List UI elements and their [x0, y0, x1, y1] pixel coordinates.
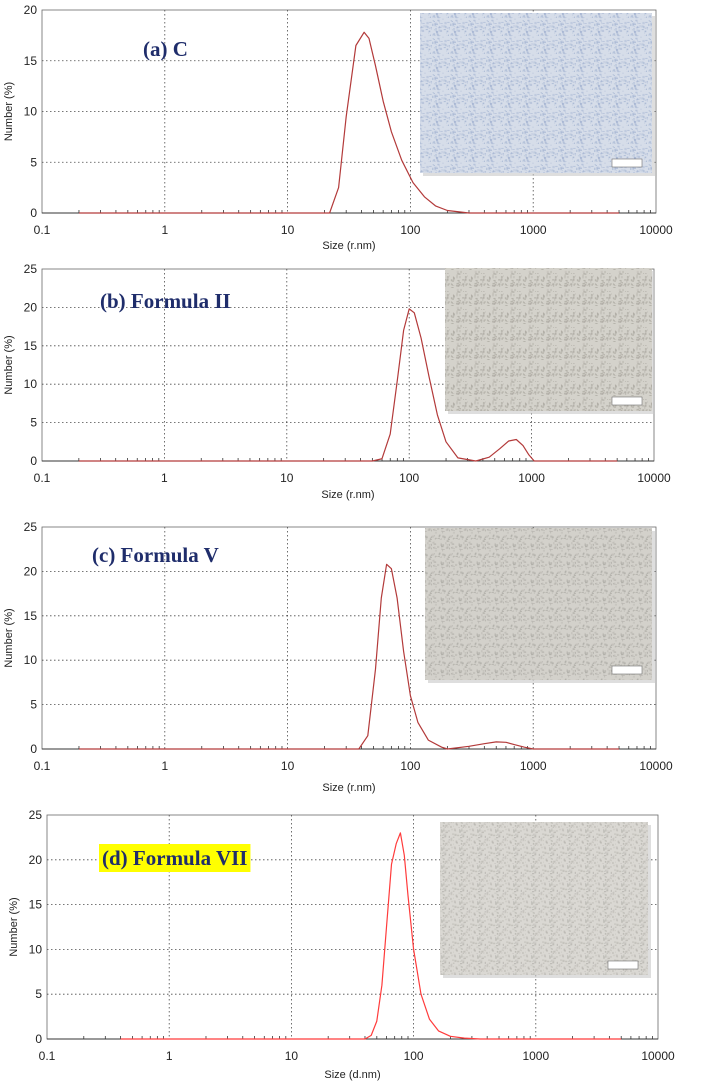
- x-tick-label: 1000: [520, 759, 547, 773]
- y-tick-label: 0: [35, 1032, 42, 1046]
- x-tick-label: 1000: [520, 223, 547, 237]
- y-tick-label: 10: [29, 942, 43, 956]
- x-tick-label: 1: [161, 223, 168, 237]
- y-tick-label: 5: [35, 987, 42, 1001]
- x-axis-label: Size (r.nm): [322, 782, 375, 794]
- x-tick-label: 10: [281, 223, 295, 237]
- y-tick-label: 0: [30, 742, 37, 756]
- y-tick-label: 5: [30, 416, 37, 430]
- y-tick-label: 10: [24, 105, 38, 119]
- chart-panel-1: 0.1 1 10 100 1000 10000 0 5 10 15 20 25 Size (r.nm) N…: [3, 262, 671, 501]
- x-tick-label: 0.1: [34, 223, 51, 237]
- y-tick-label: 15: [24, 339, 38, 353]
- y-tick-label: 20: [24, 300, 38, 314]
- inset-micrograph: [420, 13, 655, 176]
- x-tick-label: 0.1: [34, 471, 51, 485]
- y-tick-label: 25: [24, 520, 38, 534]
- chart-panel-0: 0.1 1 10 100 1000 10000 0 5 10 15 20 Size (r.nm) Num…: [3, 3, 673, 252]
- y-tick-label: 20: [24, 3, 38, 17]
- x-axis-label: Size (r.nm): [322, 240, 375, 252]
- y-axis-label: Number (%): [8, 897, 20, 956]
- chart-panel-2: 0.1 1 10 100 1000 10000 0 5 10 15 20 25 Size (r.nm) N…: [3, 520, 673, 794]
- y-tick-label: 20: [24, 564, 38, 578]
- y-tick-label: 10: [24, 653, 38, 667]
- y-tick-label: 15: [24, 609, 38, 623]
- x-tick-label: 1000: [518, 471, 545, 485]
- x-tick-label: 10000: [641, 1049, 675, 1063]
- micrograph-image: [440, 822, 648, 975]
- x-tick-label: 1: [166, 1049, 173, 1063]
- x-axis-label: Size (r.nm): [321, 489, 374, 501]
- x-tick-label: 100: [400, 223, 420, 237]
- series-line: [79, 563, 619, 750]
- panel-label: (c) Formula V: [92, 543, 219, 567]
- panel-label: (b) Formula II: [100, 289, 231, 313]
- inset-micrograph: [440, 822, 651, 978]
- y-tick-label: 0: [30, 454, 37, 468]
- scale-bar: [607, 960, 639, 970]
- y-tick-label: 25: [29, 808, 43, 822]
- y-tick-label: 15: [29, 898, 43, 912]
- x-tick-label: 10000: [637, 471, 671, 485]
- x-axis-label: Size (d.nm): [324, 1069, 380, 1081]
- x-tick-label: 100: [400, 759, 420, 773]
- scale-bar: [611, 665, 643, 675]
- chart-panel-3: 0.1 1 10 100 1000 10000 0 5 10 15 20 25 Size (d.nm) N…: [8, 808, 675, 1081]
- x-tick-label: 1: [161, 471, 168, 485]
- inset-micrograph: [445, 268, 655, 414]
- y-axis-label: Number (%): [3, 608, 15, 667]
- x-tick-label: 10: [285, 1049, 299, 1063]
- x-tick-label: 0.1: [34, 759, 51, 773]
- y-axis-label: Number (%): [3, 335, 15, 394]
- inset-micrograph: [425, 528, 655, 683]
- series-line: [120, 832, 622, 1040]
- panel-label: (d) Formula VII: [102, 846, 247, 870]
- y-tick-label: 5: [30, 155, 37, 169]
- micrograph-image: [445, 268, 652, 411]
- x-tick-label: 10: [281, 759, 295, 773]
- micrograph-image: [425, 528, 652, 680]
- series-line: [78, 308, 618, 462]
- x-tick-label: 1: [161, 759, 168, 773]
- y-tick-label: 0: [30, 206, 37, 220]
- y-tick-label: 10: [24, 377, 38, 391]
- x-tick-label: 100: [399, 471, 419, 485]
- y-tick-label: 25: [24, 262, 38, 276]
- panel-label-highlight: [99, 844, 251, 872]
- panel-label: (a) C: [143, 37, 188, 61]
- x-tick-label: 10000: [639, 759, 673, 773]
- x-tick-label: 10000: [639, 223, 673, 237]
- y-tick-label: 15: [24, 54, 38, 68]
- scale-bar: [611, 396, 643, 406]
- x-tick-label: 100: [404, 1049, 424, 1063]
- scale-bar: [611, 158, 643, 168]
- micrograph-image: [420, 13, 652, 173]
- y-tick-label: 20: [29, 853, 43, 867]
- y-axis-label: Number (%): [3, 82, 15, 141]
- x-tick-label: 0.1: [39, 1049, 56, 1063]
- x-tick-label: 10: [280, 471, 294, 485]
- y-tick-label: 5: [30, 698, 37, 712]
- series-line: [79, 31, 619, 214]
- x-tick-label: 1000: [522, 1049, 549, 1063]
